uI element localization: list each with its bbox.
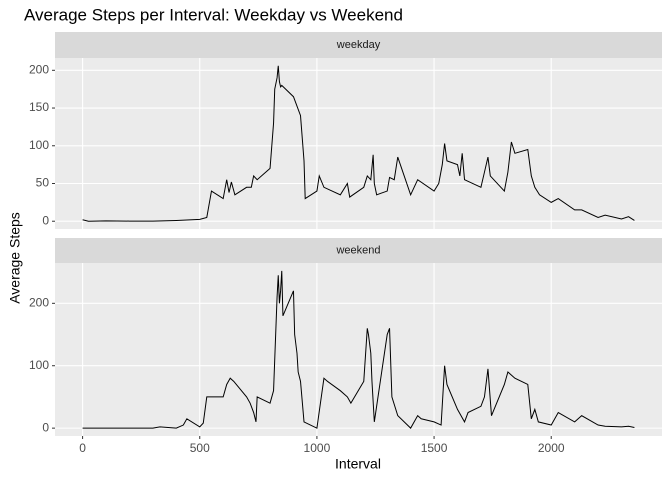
strip	[55, 238, 662, 263]
x-tick-label: 0	[79, 441, 86, 455]
y-tick-label: 0	[42, 420, 49, 434]
x-tick-label: 500	[190, 441, 210, 455]
y-tick-label: 0	[42, 213, 49, 227]
x-tick-label: 2000	[538, 441, 565, 455]
y-tick-label: 200	[29, 62, 49, 76]
data-line	[82, 65, 635, 222]
x-tick-label: 1500	[421, 441, 448, 455]
strip	[55, 32, 662, 58]
panel-background	[55, 263, 662, 436]
chart-title: Average Steps per Interval: Weekday vs W…	[24, 5, 403, 24]
y-tick-label: 200	[29, 295, 49, 309]
strip-label: weekend	[335, 244, 380, 256]
y-axis-label: Average Steps	[7, 212, 23, 304]
y-tick-label: 150	[29, 100, 49, 114]
x-tick-label: 1000	[304, 441, 331, 455]
y-tick-label: 100	[29, 138, 49, 152]
strip-label: weekday	[336, 39, 381, 51]
y-tick-label: 50	[36, 176, 50, 190]
data-line	[82, 270, 635, 429]
panel-background	[55, 58, 662, 229]
x-axis-label: Interval	[335, 456, 381, 472]
y-tick-label: 100	[29, 358, 49, 372]
